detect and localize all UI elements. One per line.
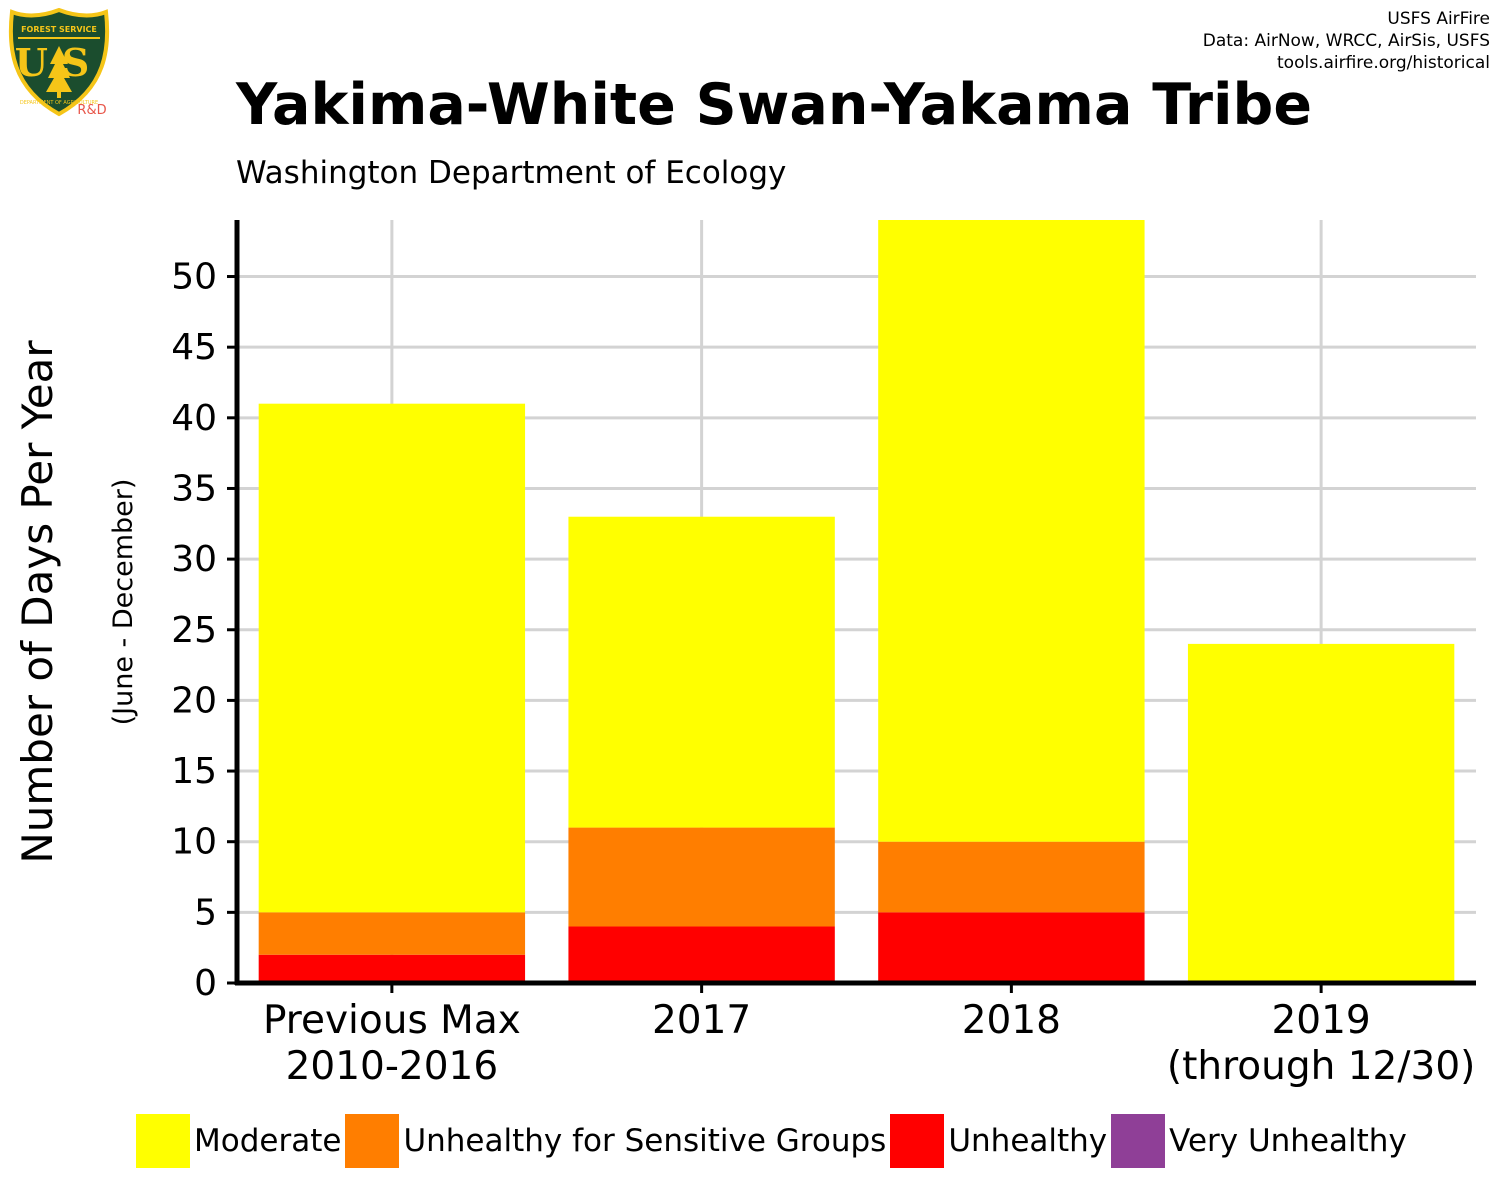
legend-swatch [136,1114,190,1168]
y-tick-label: 10 [171,822,217,863]
bar-layer [258,220,1455,983]
y-tick-label: 35 [171,468,217,509]
bar-segment [878,841,1145,913]
logo-top-text: FOREST SERVICE [21,25,97,34]
bar-segment [258,954,526,983]
bar-segment [258,912,526,955]
x-tick-label: Previous Max 2010-2016 [263,998,521,1089]
credit-line: USFS AirFire [1387,9,1490,29]
y-tick-label: 0 [194,963,217,1004]
logo-bottom-text: DEPARTMENT OF AGRICULTURE [20,100,98,106]
legend-item-very-unhealthy: Very Unhealthy [1111,1114,1407,1168]
legend-item-moderate: Moderate [136,1114,341,1168]
y-tick-label: 20 [171,680,217,721]
bar-segment [878,912,1145,983]
y-tick-label: 5 [194,892,217,933]
legend-label: Moderate [194,1123,342,1159]
legend-swatch [345,1114,400,1168]
y-axis-sublabel: (June - December) [108,479,139,726]
legend-item-unhealthy: Unhealthy [890,1114,1107,1168]
y-tick-label: 30 [171,539,217,580]
credit-line: tools.airfire.org/historical [1277,53,1490,73]
x-tick-label: 2018 [962,998,1061,1043]
x-tick-label: 2019 (through 12/30) [1167,998,1475,1089]
y-tick-label: 25 [171,610,217,651]
bar-segment [568,516,835,828]
bar-segment [568,827,835,927]
axis-layer: 0 5 10 15 20 25 30 35 40 45 50 Previous Max 2010-201… [171,220,1476,1089]
bar-segment [258,403,526,913]
logo-badge: R&D [77,103,106,118]
legend-label: Unhealthy for Sensitive Groups [403,1123,887,1159]
chart-subtitle: Washington Department of Ecology [236,155,787,191]
bar-segment [568,926,835,983]
y-tick-label: 40 [171,398,217,439]
y-tick-label: 45 [171,327,217,368]
legend-item-usg: Unhealthy for Sensitive Groups [345,1114,886,1168]
y-tick-label: 15 [171,751,217,792]
bar-segment [1187,643,1455,983]
legend-swatch [890,1114,945,1168]
credits-block: USFS AirFire Data: AirNow, WRCC, AirSis,… [1203,8,1490,74]
x-tick-label: 2017 [652,998,751,1043]
legend-label: Unhealthy [948,1123,1108,1159]
usfs-logo: FOREST SERVICE US DEPARTMENT OF AGRICULT… [8,7,110,118]
usfs-shield-icon: FOREST SERVICE US DEPARTMENT OF AGRICULT… [8,7,110,118]
chart-title: Yakima-White Swan-Yakama Tribe [236,72,1312,138]
legend-swatch [1111,1114,1166,1168]
bar-segment [878,220,1145,842]
y-tick-label: 50 [171,257,217,298]
legend: Moderate Unhealthy for Sensitive Groups … [136,1113,1411,1169]
legend-label: Very Unhealthy [1169,1123,1407,1159]
credit-line: Data: AirNow, WRCC, AirSis, USFS [1202,31,1490,51]
y-axis-label: Number of Days Per Year [13,340,62,864]
